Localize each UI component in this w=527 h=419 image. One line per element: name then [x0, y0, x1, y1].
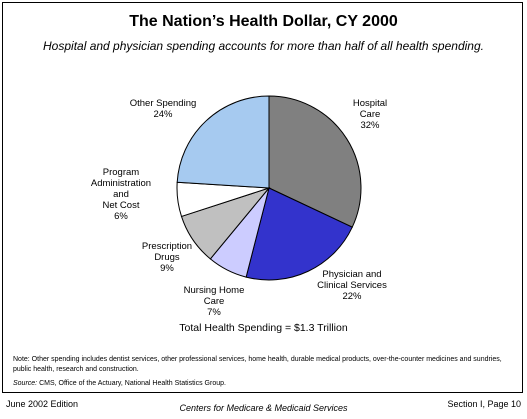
slice-label-other-spending: Other Spending 24%	[130, 98, 197, 120]
slice-label-line: Program	[102, 167, 140, 178]
slice-label-program-administration-and-net-cost: Program Administration and Net Cost 6%	[91, 167, 151, 222]
slice-label-line: 9%	[160, 263, 174, 274]
source-line: Source: CMS, Office of the Actuary, Nati…	[13, 380, 518, 387]
chart-subtitle: Hospital and physician spending accounts…	[43, 39, 484, 53]
slide-frame: The Nation’s Health Dollar, CY 2000 Hosp…	[2, 2, 523, 393]
slice-label-line: Clinical Services	[317, 280, 387, 291]
slice-label-line: 6%	[114, 211, 128, 222]
slice-label-nursing-home-care: Nursing Home Care 7%	[184, 285, 245, 318]
footnote: Note: Other spending includes dentist se…	[13, 356, 502, 373]
slice-label-line: Care	[359, 109, 381, 120]
slice-label-line: Nursing Home	[183, 285, 245, 296]
slice-label-line: Other Spending	[129, 98, 197, 109]
slice-label-line: 7%	[207, 307, 221, 318]
source-label: Source:	[13, 380, 38, 387]
slice-label-line: Administration	[90, 178, 152, 189]
edition-label: June 2002 Edition	[6, 399, 79, 409]
slice-label-prescription-drugs: Prescription Drugs 9%	[142, 241, 192, 274]
organization-label: Centers for Medicare & Medicaid Services	[179, 403, 348, 413]
slice-label-line: 24%	[153, 109, 173, 120]
source-text: CMS, Office of the Actuary, National Hea…	[37, 380, 226, 387]
slice-label-hospital-care: Hospital Care 32%	[353, 98, 387, 131]
page-label: Section I, Page 10	[447, 399, 521, 409]
total-spending-label: Total Health Spending = $1.3 Trillion	[179, 322, 348, 334]
slice-label-line: Drugs	[154, 252, 180, 263]
slice-label-line: Net Cost	[102, 200, 140, 211]
slice-label-line: and	[113, 189, 129, 200]
pie-chart	[176, 95, 362, 281]
slice-label-line: Care	[203, 296, 225, 307]
pie-slice-other-spending	[176, 95, 270, 189]
slice-label-line: 22%	[342, 291, 362, 302]
slice-label-line: Hospital	[352, 98, 388, 109]
chart-title: The Nation’s Health Dollar, CY 2000	[129, 13, 398, 30]
pie-slice-physician-and-clinical-services	[245, 187, 353, 281]
slice-label-line: Prescription	[141, 241, 193, 252]
pie-slice-hospital-care	[268, 95, 362, 228]
slice-label-line: 32%	[360, 120, 380, 131]
slice-label-physician-and-clinical-services: Physician and Clinical Services 22%	[317, 269, 387, 302]
slice-label-line: Physician and	[322, 269, 382, 280]
